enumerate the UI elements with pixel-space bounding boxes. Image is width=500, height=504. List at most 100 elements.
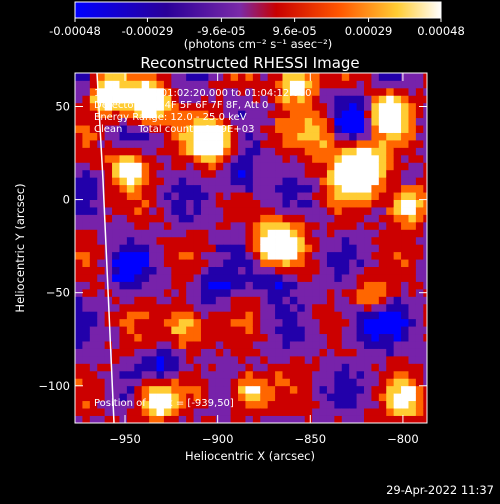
heatmap-cell [171, 140, 180, 148]
heatmap-cell [423, 281, 427, 290]
heatmap-cell [134, 370, 143, 379]
heatmap-cell [186, 274, 194, 282]
heatmap-cell [371, 370, 380, 379]
heatmap-cell [334, 221, 343, 230]
heatmap-cell [408, 236, 417, 245]
heatmap-cell [319, 341, 328, 349]
heatmap-cell [134, 296, 143, 305]
heatmap-cell [304, 408, 313, 416]
heatmap-cell [267, 117, 276, 126]
heatmap-cell [408, 199, 417, 208]
heatmap-cell [312, 236, 320, 245]
heatmap-cell [75, 415, 83, 423]
heatmap-cell [297, 318, 306, 327]
heatmap-cell [156, 236, 165, 245]
heatmap-cell [260, 251, 269, 260]
heatmap-cell [149, 140, 157, 148]
heatmap-cell [200, 192, 209, 200]
heatmap-cell [423, 400, 427, 409]
heatmap-cell [104, 73, 113, 81]
heatmap-cell [223, 370, 232, 379]
heatmap-cell [282, 199, 291, 208]
heatmap-cell [334, 87, 343, 96]
heatmap-cell [423, 259, 427, 268]
heatmap-cell [319, 311, 328, 320]
heatmap-cell [364, 288, 372, 297]
heatmap-cell [275, 318, 283, 327]
heatmap-cell [393, 370, 402, 379]
heatmap-cell [252, 341, 261, 349]
heatmap-cell [245, 229, 254, 238]
heatmap-cell [341, 162, 350, 171]
heatmap-cell [260, 274, 269, 282]
heatmap-cell [89, 102, 98, 111]
heatmap-cell [297, 73, 306, 81]
heatmap-cell [178, 236, 187, 245]
heatmap-cell [238, 221, 246, 230]
heatmap-cell [193, 296, 202, 305]
heatmap-cell [260, 140, 269, 148]
heatmap-cell [112, 80, 120, 89]
heatmap-cell [260, 87, 269, 96]
heatmap-cell [312, 266, 320, 275]
heatmap-cell [252, 400, 261, 409]
heatmap-cell [193, 251, 202, 260]
heatmap-cell [141, 326, 150, 335]
heatmap-cell [378, 199, 387, 208]
heatmap-cell [156, 363, 165, 372]
heatmap-cell [97, 221, 106, 230]
heatmap-cell [267, 192, 276, 200]
heatmap-cell [223, 281, 232, 290]
heatmap-cell [364, 326, 372, 335]
heatmap-cell [349, 303, 357, 312]
heatmap-cell [141, 132, 150, 141]
heatmap-cell [134, 385, 143, 394]
heatmap-cell [275, 229, 283, 238]
heatmap-cell [386, 266, 395, 275]
heatmap-cell [386, 311, 395, 320]
heatmap-cell [289, 207, 298, 215]
heatmap-cell [378, 162, 387, 171]
heatmap-cell [156, 333, 165, 342]
heatmap-cell [393, 80, 402, 89]
heatmap-cell [326, 199, 335, 208]
heatmap-cell [134, 251, 143, 260]
heatmap-cell [393, 73, 402, 81]
heatmap-cell [89, 125, 98, 133]
heatmap-cell [238, 87, 246, 96]
heatmap-cell [112, 147, 120, 156]
heatmap-cell [186, 132, 194, 141]
heatmap-cell [141, 296, 150, 305]
heatmap-cell [297, 125, 306, 133]
heatmap-cell [289, 95, 298, 104]
heatmap-cell [334, 132, 343, 141]
heatmap-cell [126, 244, 135, 253]
heatmap-cell [386, 207, 395, 215]
heatmap-cell [208, 214, 217, 223]
heatmap-cell [393, 281, 402, 290]
heatmap-cell [200, 117, 209, 126]
heatmap-cell [193, 125, 202, 133]
heatmap-cell [178, 311, 187, 320]
heatmap-cell [245, 400, 254, 409]
heatmap-cell [252, 199, 261, 208]
heatmap-cell [134, 333, 143, 342]
heatmap-cell [334, 341, 343, 349]
heatmap-cell [245, 117, 254, 126]
heatmap-cell [245, 87, 254, 96]
heatmap-cell [134, 378, 143, 387]
heatmap-cell [267, 244, 276, 253]
heatmap-cell [171, 281, 180, 290]
heatmap-cell [356, 363, 365, 372]
heatmap-cell [75, 207, 83, 215]
heatmap-cell [326, 378, 335, 387]
heatmap-cell [312, 341, 320, 349]
heatmap-cell [230, 110, 239, 119]
heatmap-cell [364, 281, 372, 290]
heatmap-cell [304, 244, 313, 253]
heatmap-cell [408, 296, 417, 305]
heatmap-cell [304, 266, 313, 275]
heatmap-cell [297, 117, 306, 126]
heatmap-cell [215, 363, 224, 372]
heatmap-cell [193, 192, 202, 200]
